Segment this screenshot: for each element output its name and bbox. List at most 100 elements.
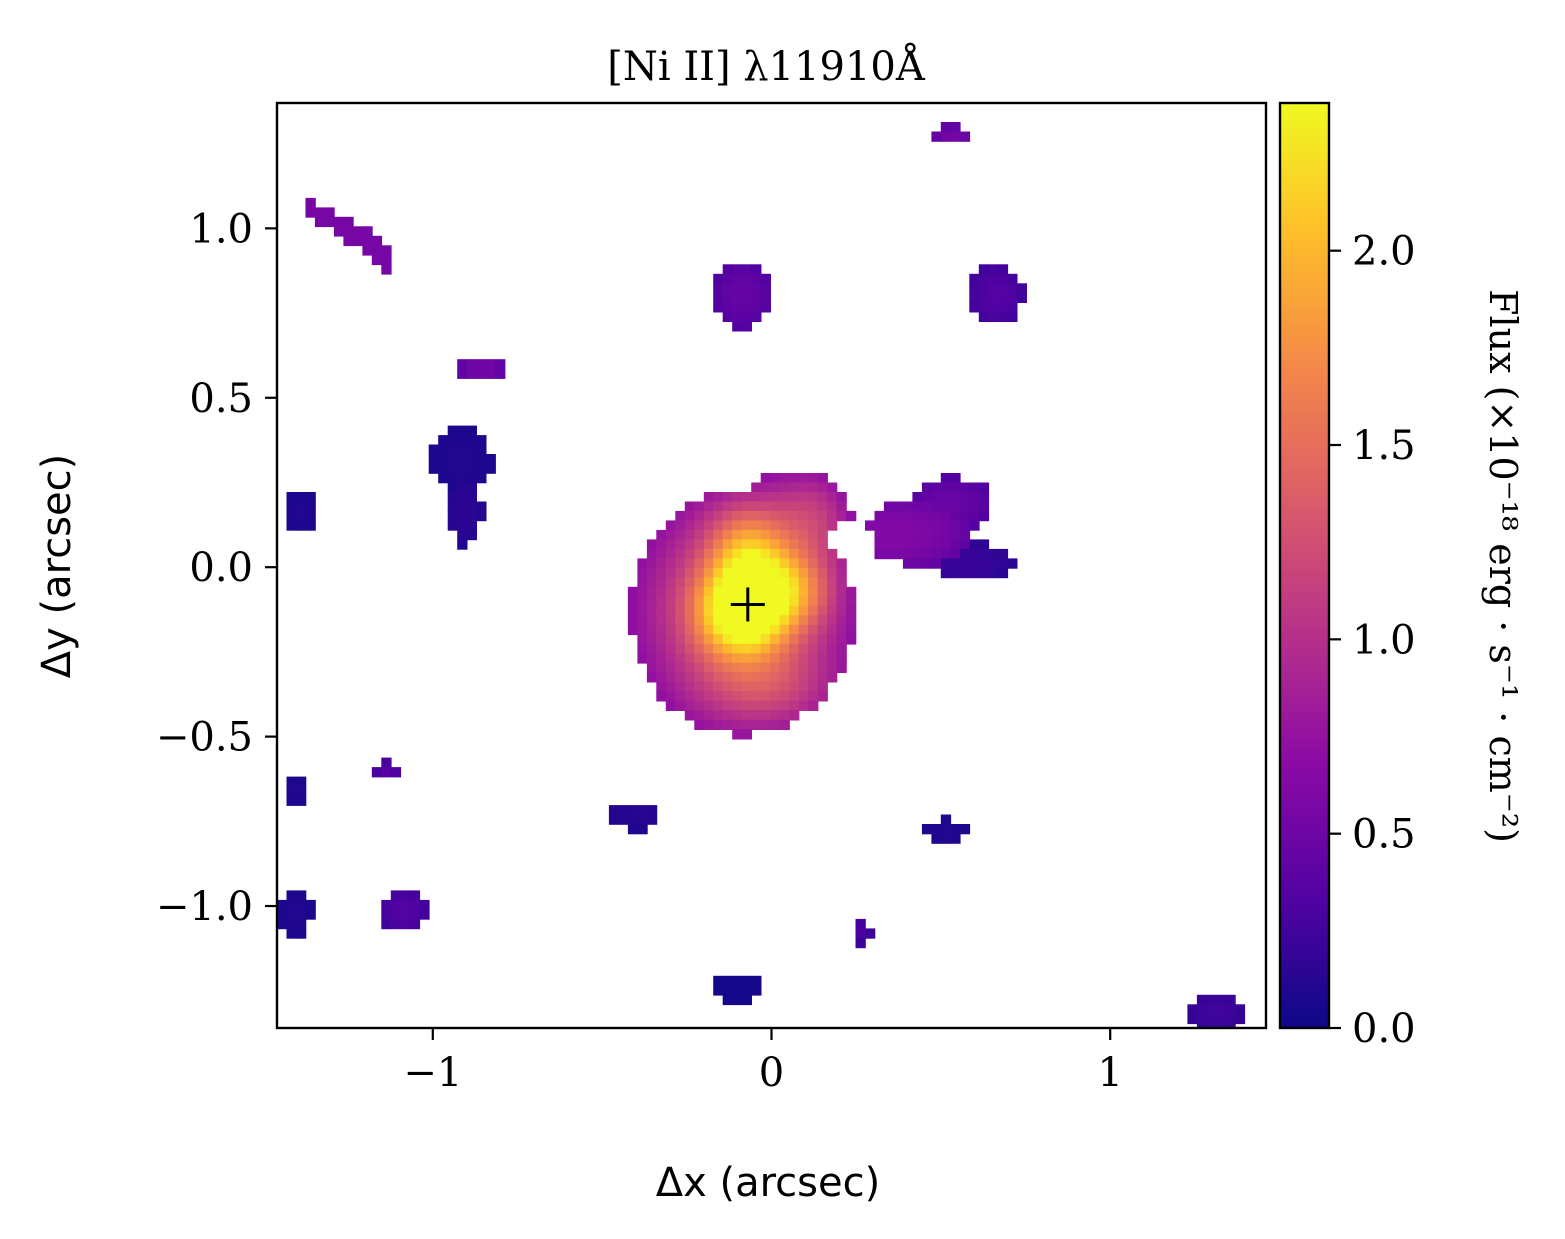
flux-pixel <box>760 719 771 730</box>
flux-pixel <box>808 643 819 655</box>
flux-pixel <box>694 662 705 673</box>
flux-pixel <box>741 273 752 285</box>
flux-pixel <box>827 510 838 522</box>
flux-pixel <box>798 681 809 692</box>
flux-pixel <box>902 520 914 531</box>
flux-pixel <box>760 596 771 607</box>
flux-pixel <box>950 824 961 835</box>
flux-pixel <box>608 814 620 825</box>
flux-pixel <box>476 510 487 522</box>
flux-pixel <box>950 567 961 579</box>
flux-pixel <box>921 539 933 550</box>
flux-pixel <box>874 548 885 560</box>
flux-pixel <box>779 624 790 636</box>
flux-pixel <box>627 605 639 617</box>
flux-pixel <box>950 539 961 550</box>
flux-pixel <box>798 596 809 607</box>
flux-pixel <box>760 273 771 285</box>
flux-pixel <box>808 615 819 626</box>
flux-pixel <box>637 805 648 816</box>
flux-pixel <box>846 624 857 636</box>
flux-pixel <box>694 529 705 541</box>
flux-pixel <box>684 510 696 522</box>
flux-pixel <box>817 520 828 531</box>
flux-pixel <box>827 586 838 598</box>
flux-pixel <box>713 577 724 588</box>
flux-pixel <box>846 615 857 626</box>
flux-pixel <box>296 786 307 797</box>
flux-pixel <box>950 520 961 531</box>
flux-pixel <box>352 226 364 237</box>
flux-pixel <box>988 273 999 285</box>
flux-pixel <box>1206 1013 1217 1025</box>
flux-pixel <box>997 558 1009 569</box>
flux-pixel <box>694 672 705 683</box>
flux-pixel <box>732 653 743 664</box>
flux-pixel <box>684 662 696 673</box>
flux-pixel <box>912 539 923 550</box>
flux-pixel <box>646 605 658 617</box>
flux-pixel <box>741 710 752 721</box>
flux-pixel <box>732 596 743 607</box>
flux-pixel <box>694 710 705 721</box>
flux-pixel <box>808 558 819 569</box>
flux-pixel <box>438 435 449 446</box>
flux-pixel <box>950 501 961 512</box>
flux-pixel <box>381 899 392 911</box>
flux-pixel <box>675 681 686 692</box>
flux-pixel <box>409 899 421 911</box>
flux-pixel <box>770 482 781 493</box>
flux-pixel <box>779 681 790 692</box>
flux-pixel <box>1206 1023 1217 1028</box>
flux-pixel <box>637 615 648 626</box>
flux-pixel <box>732 615 743 626</box>
flux-pixel <box>827 577 838 588</box>
flux-pixel <box>827 653 838 664</box>
flux-pixel <box>694 548 705 560</box>
flux-pixel <box>1007 311 1018 322</box>
flux-pixel <box>466 520 477 531</box>
flux-pixel <box>675 596 686 607</box>
flux-pixel <box>969 548 980 560</box>
flux-pixel <box>883 510 895 522</box>
flux-pixel <box>751 643 762 655</box>
y-tick-label: −1.0 <box>156 884 253 930</box>
flux-pixel <box>665 567 677 579</box>
flux-pixel <box>703 653 715 664</box>
flux-pixel <box>978 302 990 313</box>
flux-pixel <box>751 985 762 996</box>
flux-pixel <box>447 435 458 446</box>
flux-pixel <box>381 254 392 266</box>
flux-pixel <box>1196 994 1208 1006</box>
flux-pixel <box>457 510 468 522</box>
flux-pixel <box>1225 1013 1236 1025</box>
flux-pixel <box>466 368 477 379</box>
flux-pixel <box>779 719 790 730</box>
flux-pixel <box>732 548 743 560</box>
flux-pixel <box>808 482 819 493</box>
flux-pixel <box>808 634 819 645</box>
flux-pixel <box>978 283 990 294</box>
flux-pixel <box>789 662 800 673</box>
flux-pixel <box>988 548 999 560</box>
flux-pixel <box>770 510 781 522</box>
flux-pixel <box>836 624 847 636</box>
flux-pixel <box>770 615 781 626</box>
flux-pixel <box>371 254 383 266</box>
flux-pixel <box>627 596 639 607</box>
flux-pixel <box>798 567 809 579</box>
flux-pixel <box>637 634 648 645</box>
flux-pixel <box>751 501 762 512</box>
flux-pixel <box>997 283 1009 294</box>
flux-pixel <box>789 643 800 655</box>
flux-pixel <box>286 786 297 797</box>
flux-pixel <box>836 605 847 617</box>
flux-pixel <box>997 292 1009 303</box>
flux-pixel <box>817 672 828 683</box>
flux-pixel <box>305 501 316 512</box>
flux-pixel <box>865 520 876 531</box>
flux-pixel <box>940 558 952 569</box>
flux-pixel <box>732 567 743 579</box>
flux-pixel <box>1196 1013 1208 1025</box>
flux-pixel <box>608 805 620 816</box>
